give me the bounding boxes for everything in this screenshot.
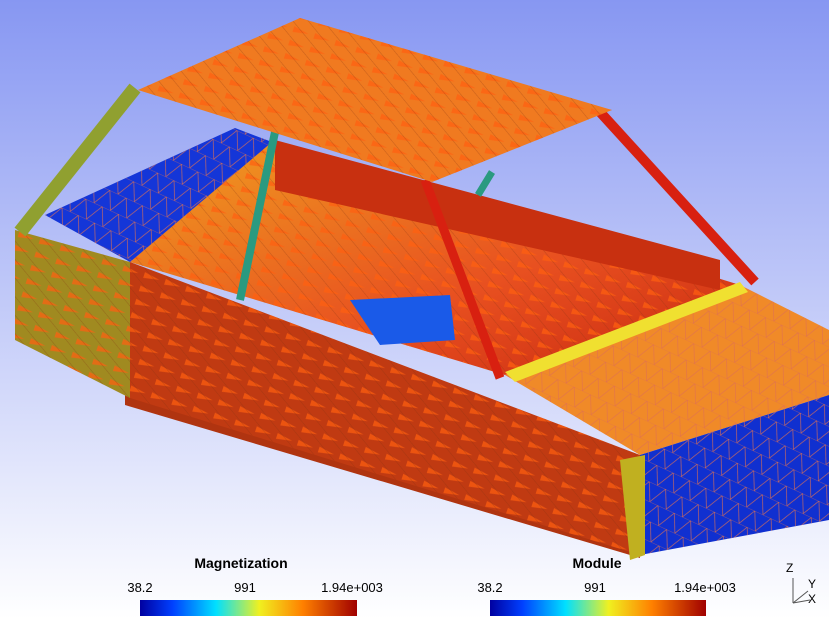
front-face-mesh [640,395,829,555]
pillar [236,131,279,301]
legend-label: 38.2 [477,580,502,595]
axis-y [792,590,809,604]
legend-title: Module [573,555,622,571]
rear-seat [275,140,720,290]
legend-title: Magnetization [194,555,287,571]
pillar [596,108,759,286]
long-side-arrows [130,262,640,555]
legend-label: 1.94e+003 [321,580,383,595]
axes-triad [792,578,811,604]
interior-arrows [130,140,740,375]
colorbar [490,600,706,616]
front-corner [620,455,645,560]
axis-label: Z [786,561,793,575]
axis-label: X [808,592,816,606]
hood-edge [505,282,748,382]
legend-label: 991 [234,580,256,595]
rear-wall-mesh [45,128,272,262]
legend-label: 1.94e+003 [674,580,736,595]
colorbar [140,600,357,616]
axis-x [792,599,811,604]
roof-arrows [138,18,612,182]
left-face-arrows [15,230,130,398]
legend-label: 38.2 [127,580,152,595]
pillar [14,83,141,237]
hood-mesh [505,285,829,455]
pillar [420,178,505,380]
axis-label: Y [808,577,816,591]
pillar [475,170,495,197]
model [14,18,829,560]
legend-label: 991 [584,580,606,595]
inner-block [350,295,455,345]
